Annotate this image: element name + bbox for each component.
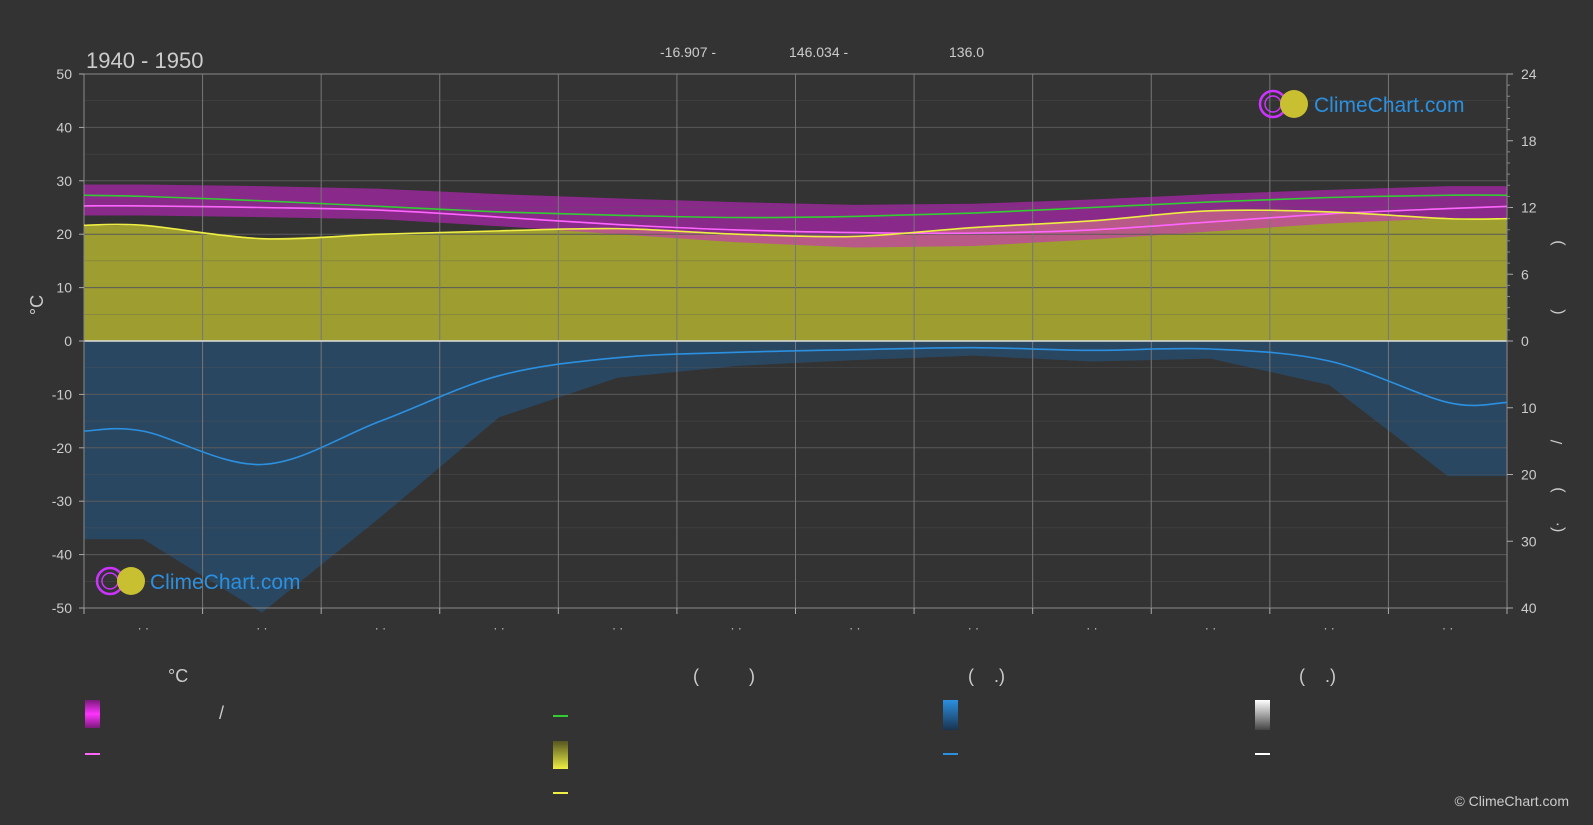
y-right-bottom-axis-label: (·	[1549, 522, 1566, 533]
x-month-label: · ·	[375, 621, 386, 635]
x-month-label: · ·	[968, 621, 979, 635]
y-right-bottom-axis-label: /	[1549, 439, 1566, 444]
daylight-line	[83, 194, 1508, 219]
y-right-bottom-tick-label: 30	[1521, 533, 1537, 549]
x-month-label: · ·	[1086, 621, 1097, 635]
copyright: © ClimeChart.com	[1454, 793, 1569, 809]
y-left-tick-label: 0	[64, 333, 72, 349]
legend-sunshine-band-swatch	[553, 741, 568, 769]
y-right-top-tick-label: 0	[1521, 333, 1529, 349]
y-right-top-axis-label: (	[1549, 309, 1566, 315]
legend-precip-swatch	[943, 753, 958, 755]
y-right-top-axis-label: )	[1549, 240, 1566, 245]
x-month-label: · ·	[493, 621, 504, 635]
y-left-tick-label: 10	[56, 280, 72, 296]
legend-snow-swatch	[1255, 753, 1270, 755]
x-month-label: · ·	[612, 621, 623, 635]
y-right-bottom-tick-label: 10	[1521, 400, 1537, 416]
x-month-label: · ·	[849, 621, 860, 635]
chart-lines	[83, 194, 1508, 466]
x-month-label: · ·	[138, 621, 149, 635]
y-left-tick-label: -20	[52, 440, 72, 456]
watermark-top-text: ClimeChart.com	[1314, 94, 1465, 117]
y-right-bottom-tick-label: 40	[1521, 600, 1537, 616]
logo-ring-inner-icon	[1264, 95, 1282, 113]
legend-col2-title: ( )	[693, 666, 755, 686]
chart-period: 1940 - 1950	[86, 48, 203, 73]
y-right-top-tick-label: 6	[1521, 266, 1529, 282]
legend-snow-band-swatch	[1255, 700, 1270, 730]
temperature-mean-line	[83, 204, 1508, 235]
logo-sun-icon	[117, 567, 145, 595]
y-right-top-tick-label: 18	[1521, 133, 1537, 149]
legend-sunshine-swatch	[553, 792, 568, 794]
precipitation-line	[83, 346, 1508, 466]
y-left-tick-label: -40	[52, 547, 72, 563]
y-left-tick-label: 40	[56, 119, 72, 135]
legend-daylight-swatch	[553, 715, 568, 717]
watermark-bottom-text: ClimeChart.com	[150, 571, 301, 594]
y-left-tick-label: -50	[52, 600, 72, 616]
chart-axes: 50 40 30 20 10 0 -10 -20 -30 -40 -50 °C 24 18 12 6 0 10 20…	[27, 66, 1566, 635]
chart-grid	[83, 73, 1508, 609]
x-month-label: · ·	[1323, 621, 1334, 635]
x-month-label: · ·	[256, 621, 267, 635]
y-left-axis-label: °C	[27, 295, 47, 315]
watermark-bottom: ClimeChart.com	[95, 566, 301, 596]
logo-sun-icon	[1280, 90, 1308, 118]
legend-col4-title: ( .)	[1299, 666, 1336, 686]
y-left-tick-label: 50	[56, 66, 72, 82]
header-elev: 136.0	[949, 44, 984, 60]
x-month-label: · ·	[731, 621, 742, 635]
y-left-tick-label: 20	[56, 226, 72, 242]
legend-temp-mean-swatch	[85, 753, 100, 755]
legend-temp-range-slash: /	[219, 703, 225, 723]
y-right-top-tick-label: 12	[1521, 200, 1537, 216]
legend-col1-title: °C	[168, 666, 189, 686]
watermark-top: ClimeChart.com	[1258, 89, 1465, 119]
legend-precip-band-swatch	[943, 700, 958, 730]
sunshine-line	[83, 209, 1508, 240]
y-left-tick-label: -30	[52, 493, 72, 509]
header-lat: -16.907 -	[660, 44, 716, 60]
header-lon: 146.034 -	[789, 44, 848, 60]
legend-temp-range-swatch	[85, 700, 100, 728]
x-month-label: · ·	[1442, 621, 1453, 635]
logo-ring-inner-icon	[101, 572, 119, 590]
y-right-bottom-axis-label: )	[1549, 487, 1566, 492]
y-left-tick-label: 30	[56, 173, 72, 189]
x-month-label: · ·	[1205, 621, 1216, 635]
y-right-bottom-tick-label: 20	[1521, 467, 1537, 483]
legend-col3-title: ( .)	[968, 666, 1005, 686]
y-right-top-tick-label: 24	[1521, 66, 1537, 82]
y-left-tick-label: -10	[52, 386, 72, 402]
